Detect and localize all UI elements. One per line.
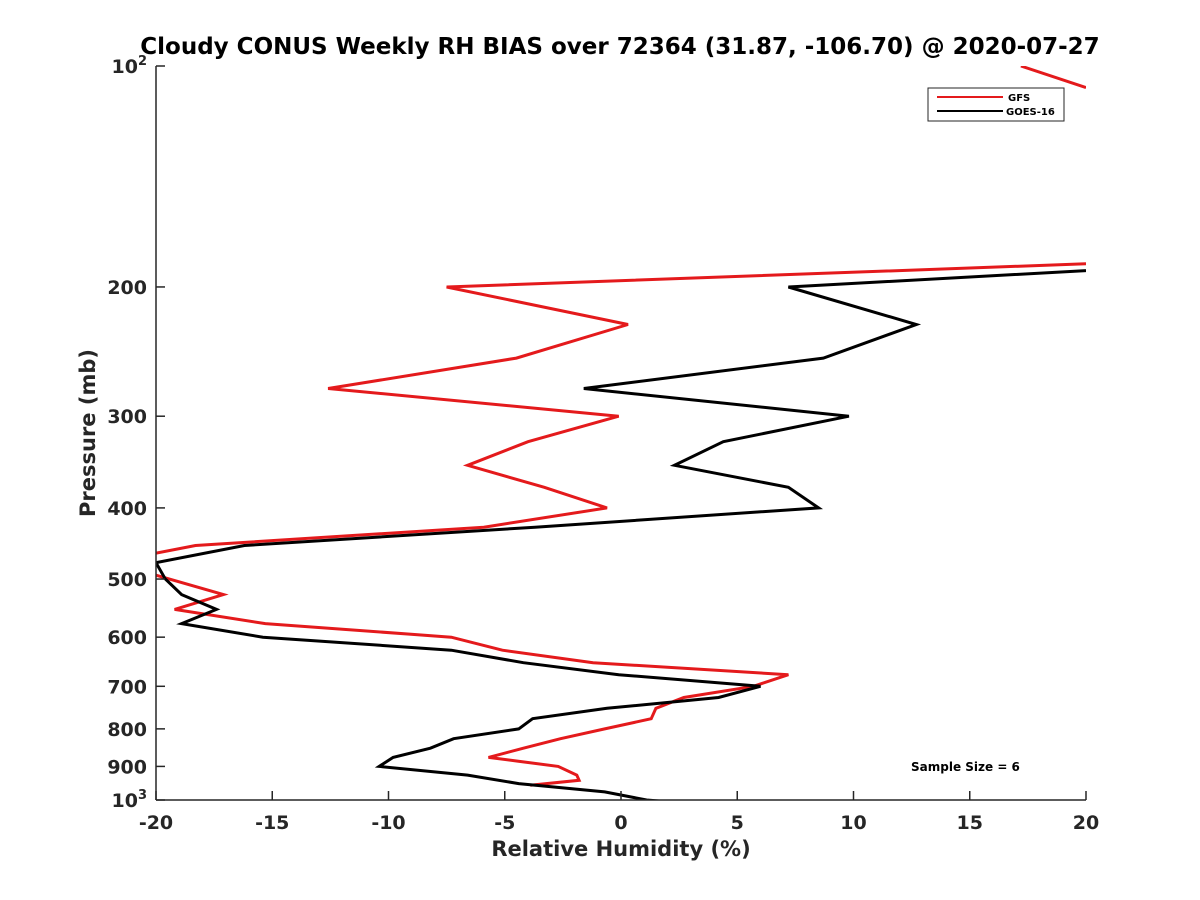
x-tick-label: 20 bbox=[1073, 812, 1099, 834]
x-tick-label: 10 bbox=[840, 812, 866, 834]
y-tick-label: 300 bbox=[107, 406, 147, 428]
plot-area bbox=[156, 66, 1086, 800]
y-tick-label: 103 bbox=[112, 788, 148, 812]
chart-title: Cloudy CONUS Weekly RH BIAS over 72364 (… bbox=[140, 34, 1099, 60]
x-ticks-layer: -20 -15 -10 -5 0 5 10 15 20 bbox=[139, 791, 1099, 834]
legend-frame bbox=[927, 87, 1065, 122]
legend-label-goes16: GOES-16 bbox=[1006, 107, 1055, 118]
legend-label-gfs: GFS bbox=[1008, 93, 1030, 104]
x-tick-label: -15 bbox=[255, 812, 289, 834]
y-tick-label: 500 bbox=[107, 569, 147, 591]
x-axis-label: Relative Humidity (%) bbox=[491, 837, 750, 861]
y-tick-label: 400 bbox=[107, 498, 147, 520]
series-line-gfs-segment-2 bbox=[156, 262, 1086, 555]
x-tick-label: -20 bbox=[139, 812, 173, 834]
x-tick-label: 5 bbox=[731, 812, 744, 834]
series-line-gfs-segment-1 bbox=[1020, 66, 1086, 90]
series-layer bbox=[156, 66, 1086, 800]
y-axis-label: Pressure (mb) bbox=[76, 349, 100, 517]
x-tick-label: -10 bbox=[371, 812, 405, 834]
y-tick-label: 102 bbox=[112, 54, 148, 78]
y-ticks-layer: 102 200 300 400 500 600 700 800 900 103 bbox=[107, 54, 165, 812]
legend: GFS GOES-16 bbox=[927, 87, 1065, 122]
y-tick-label: 900 bbox=[107, 756, 147, 778]
y-tick-label: 200 bbox=[107, 277, 147, 299]
x-tick-label: 15 bbox=[957, 812, 983, 834]
series-line-goes16-segment-1 bbox=[156, 269, 1086, 800]
x-tick-label: -5 bbox=[494, 812, 515, 834]
y-tick-label: 600 bbox=[107, 627, 147, 649]
y-tick-label: 700 bbox=[107, 676, 147, 698]
x-tick-label: 0 bbox=[614, 812, 627, 834]
y-tick-label: 800 bbox=[107, 719, 147, 741]
sample-size-annotation: Sample Size = 6 bbox=[911, 760, 1020, 774]
